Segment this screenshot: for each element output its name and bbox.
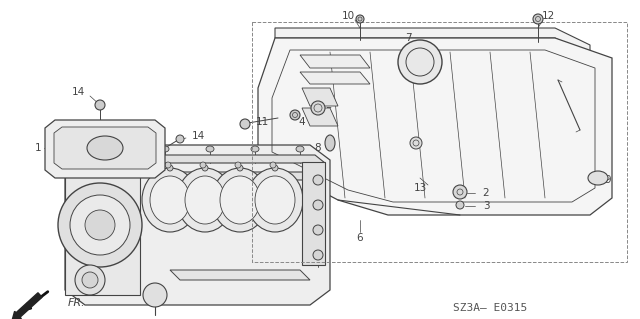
Polygon shape (45, 120, 165, 178)
Text: 6: 6 (356, 233, 364, 243)
Polygon shape (258, 38, 612, 215)
Circle shape (398, 40, 442, 84)
Text: 7: 7 (404, 33, 412, 43)
Circle shape (237, 165, 243, 171)
Polygon shape (155, 172, 320, 180)
Text: 12: 12 (541, 11, 555, 21)
Circle shape (313, 250, 323, 260)
Ellipse shape (325, 135, 335, 151)
Circle shape (165, 162, 171, 168)
Ellipse shape (206, 146, 214, 152)
Polygon shape (300, 55, 370, 68)
Ellipse shape (177, 168, 233, 232)
Text: 2: 2 (483, 188, 490, 198)
Polygon shape (65, 168, 140, 295)
Circle shape (290, 110, 300, 120)
Circle shape (313, 225, 323, 235)
Circle shape (70, 195, 130, 255)
Circle shape (58, 183, 142, 267)
Ellipse shape (588, 171, 608, 185)
Circle shape (143, 283, 167, 307)
Text: 14: 14 (72, 87, 84, 97)
Polygon shape (150, 155, 325, 163)
Circle shape (410, 137, 422, 149)
Circle shape (75, 265, 105, 295)
Ellipse shape (296, 146, 304, 152)
Text: 14: 14 (191, 131, 205, 141)
Polygon shape (302, 108, 338, 126)
Polygon shape (54, 127, 156, 169)
Text: 1: 1 (35, 143, 42, 153)
Text: SZ3A– E0315: SZ3A– E0315 (453, 303, 527, 313)
Ellipse shape (212, 168, 268, 232)
Circle shape (82, 272, 98, 288)
Circle shape (311, 101, 325, 115)
Polygon shape (170, 270, 310, 280)
Circle shape (272, 165, 278, 171)
Ellipse shape (247, 168, 303, 232)
Circle shape (167, 165, 173, 171)
FancyArrow shape (12, 293, 42, 319)
Text: 8: 8 (315, 143, 321, 153)
Text: 10: 10 (341, 11, 355, 21)
Text: FR.: FR. (68, 298, 86, 308)
Bar (252, 22, 627, 262)
Text: 5: 5 (324, 107, 332, 117)
Circle shape (356, 15, 364, 23)
Circle shape (313, 175, 323, 185)
Ellipse shape (185, 176, 225, 224)
Ellipse shape (150, 176, 190, 224)
Text: 13: 13 (413, 183, 427, 193)
Circle shape (533, 14, 543, 24)
Ellipse shape (142, 168, 198, 232)
Text: 3: 3 (483, 201, 490, 211)
Circle shape (95, 100, 105, 110)
Ellipse shape (161, 146, 169, 152)
Ellipse shape (251, 146, 259, 152)
Circle shape (456, 201, 464, 209)
Polygon shape (275, 28, 590, 55)
Polygon shape (302, 162, 325, 265)
Circle shape (240, 119, 250, 129)
Circle shape (270, 162, 276, 168)
Polygon shape (300, 72, 370, 84)
Circle shape (313, 200, 323, 210)
Ellipse shape (220, 176, 260, 224)
Text: 4: 4 (299, 117, 305, 127)
Circle shape (453, 185, 467, 199)
Polygon shape (302, 88, 338, 106)
Text: 11: 11 (255, 117, 269, 127)
Circle shape (85, 210, 115, 240)
Circle shape (202, 165, 208, 171)
Polygon shape (65, 145, 330, 305)
Circle shape (235, 162, 241, 168)
Ellipse shape (87, 136, 123, 160)
Circle shape (200, 162, 206, 168)
Text: 9: 9 (605, 175, 611, 185)
Ellipse shape (255, 176, 295, 224)
Circle shape (176, 135, 184, 143)
